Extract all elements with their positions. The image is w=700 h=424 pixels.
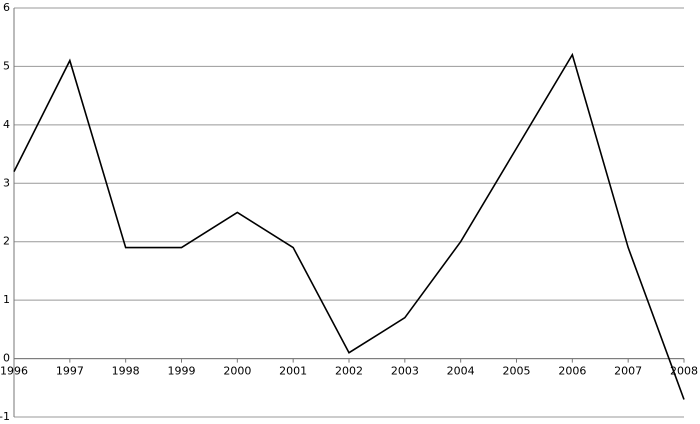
x-tick-label: 2002 xyxy=(335,365,363,378)
line xyxy=(13,52,685,400)
y-tick-label: -1 xyxy=(0,410,10,423)
y-tick-label: 3 xyxy=(3,176,10,189)
y-tick-label: 2 xyxy=(3,235,10,248)
x-tick-label: 1999 xyxy=(168,365,196,378)
x-tick-label: 2004 xyxy=(447,365,475,378)
y-tick-label: 4 xyxy=(3,118,10,131)
x-tick-label: 2005 xyxy=(503,365,531,378)
x-tick-label: 1996 xyxy=(0,365,28,378)
x-tick-label: 2000 xyxy=(223,365,251,378)
y-tick-label: 6 xyxy=(3,1,10,14)
y-tick-label: 5 xyxy=(3,59,10,72)
x-tick-label: 2007 xyxy=(614,365,642,378)
y-tick-label: 0 xyxy=(3,352,10,365)
x-tick-label: 1998 xyxy=(112,365,140,378)
x-tick-label: 2008 xyxy=(670,365,698,378)
y-tick-label: 1 xyxy=(3,293,10,306)
x-tick-label: 2001 xyxy=(279,365,307,378)
x-tick-label: 2006 xyxy=(558,365,586,378)
x-tick-label: 1997 xyxy=(56,365,84,378)
x-tick-label: 2003 xyxy=(391,365,419,378)
